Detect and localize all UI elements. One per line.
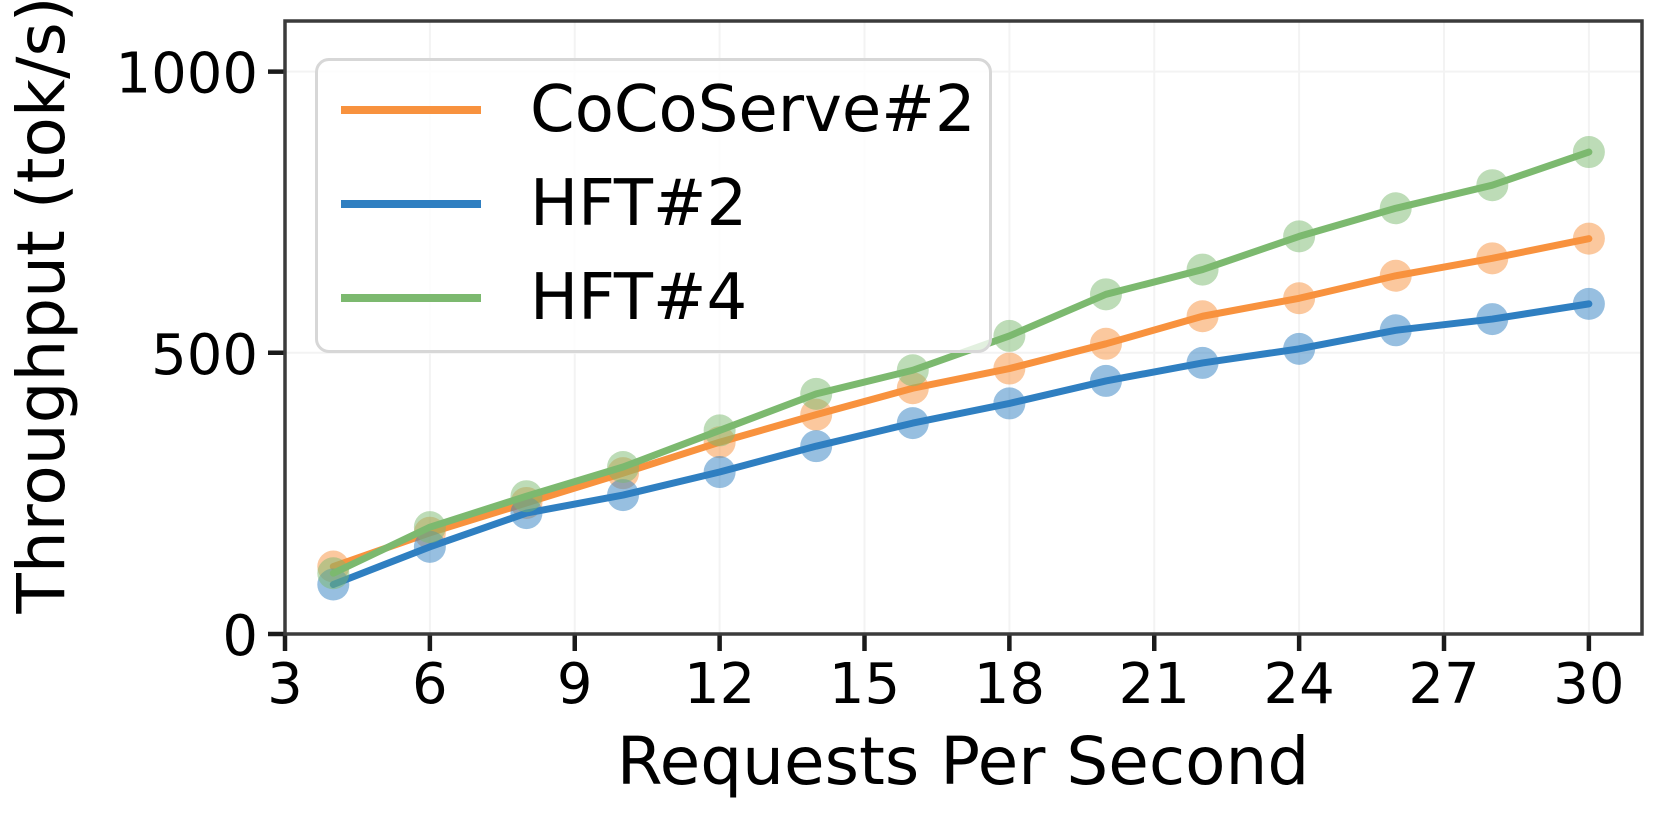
x-tick-label: 21 <box>1119 652 1190 717</box>
data-point <box>896 407 929 440</box>
legend-item: CoCoServe#2 <box>341 63 989 157</box>
legend-label: HFT#2 <box>530 167 748 241</box>
data-point <box>1572 136 1605 169</box>
y-tick-label: 0 <box>222 604 258 669</box>
data-point <box>1572 287 1605 320</box>
data-point <box>413 511 446 544</box>
legend-line-swatch-green <box>341 294 481 302</box>
legend-item: HFT#2 <box>341 157 989 251</box>
x-tick-label: 6 <box>412 652 448 717</box>
data-point <box>317 557 350 590</box>
data-point <box>1476 242 1509 275</box>
data-point <box>1476 303 1509 336</box>
x-tick-label: 18 <box>974 652 1045 717</box>
x-axis-label: Requests Per Second <box>616 723 1310 800</box>
legend-label: CoCoServe#2 <box>530 73 976 147</box>
data-point <box>800 377 833 410</box>
legend-item: HFT#4 <box>341 251 989 345</box>
data-point <box>607 479 640 512</box>
data-point <box>607 450 640 483</box>
data-point <box>993 319 1026 352</box>
legend-label: HFT#4 <box>530 261 748 335</box>
data-point <box>1186 346 1219 379</box>
data-point <box>1186 300 1219 333</box>
data-point <box>510 480 543 513</box>
data-point <box>1379 192 1412 225</box>
data-point <box>896 354 929 387</box>
data-point <box>703 456 736 489</box>
data-point <box>993 387 1026 420</box>
data-point <box>1283 332 1316 365</box>
x-tick-label: 3 <box>267 652 303 717</box>
data-point <box>1283 282 1316 315</box>
plot-spines <box>283 19 1644 636</box>
data-point <box>1379 259 1412 292</box>
data-point <box>1089 278 1122 311</box>
legend: CoCoServe#2 HFT#2 HFT#4 <box>315 58 992 353</box>
data-point <box>1186 253 1219 286</box>
x-tick-label: 30 <box>1553 652 1624 717</box>
series-HFT#4 <box>317 136 1605 590</box>
axis-ticks: 3 6 9 12 15 18 21 24 27 30 0 500 1000 <box>115 42 1624 717</box>
data-point <box>1379 314 1412 347</box>
data-point <box>1572 222 1605 255</box>
y-tick-label: 1000 <box>115 42 258 107</box>
data-point <box>800 430 833 463</box>
x-tick-label: 15 <box>829 652 900 717</box>
x-tick-label: 27 <box>1408 652 1479 717</box>
data-point <box>1089 327 1122 360</box>
x-tick-label: 12 <box>684 652 755 717</box>
y-tick-label: 500 <box>151 323 258 388</box>
data-point <box>703 414 736 447</box>
data-point <box>993 352 1026 385</box>
y-axis-label: Throughput (tok/s) <box>3 0 80 614</box>
data-point <box>1283 220 1316 253</box>
legend-line-swatch-blue <box>341 200 481 208</box>
x-tick-label: 24 <box>1263 652 1334 717</box>
legend-line-swatch-orange <box>341 106 481 114</box>
data-point <box>1476 169 1509 202</box>
x-tick-label: 9 <box>557 652 593 717</box>
series-HFT#2 <box>317 287 1605 601</box>
data-point <box>1089 364 1122 397</box>
